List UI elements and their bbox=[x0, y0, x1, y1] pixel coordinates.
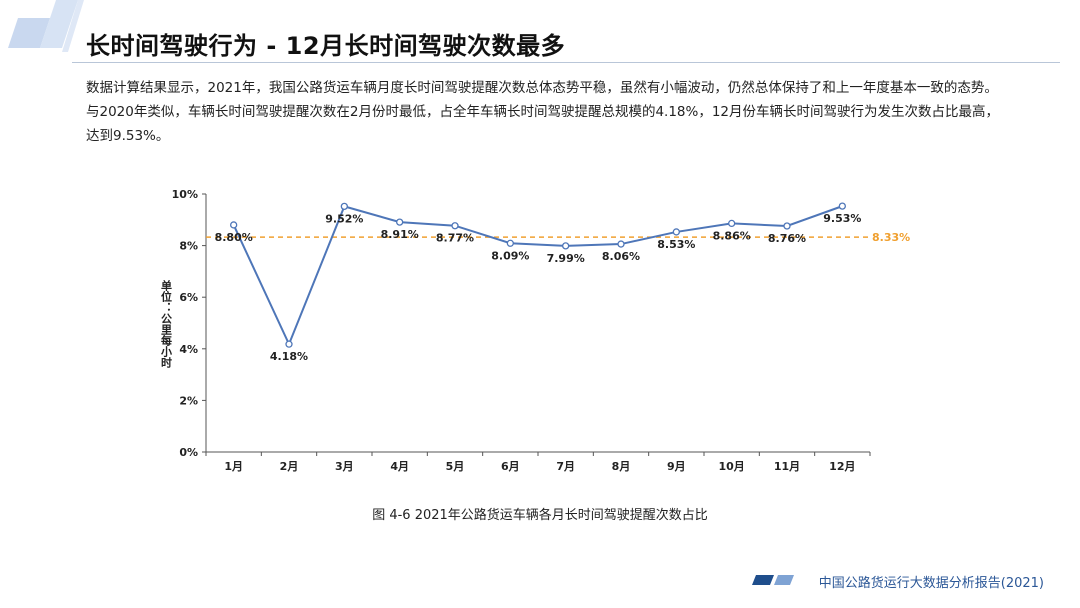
data-point bbox=[451, 222, 459, 230]
y-tick-label: 8% bbox=[179, 240, 198, 253]
data-label: 7.99% bbox=[547, 252, 585, 265]
data-point bbox=[230, 221, 238, 229]
page-title: 长时间驾驶行为 - 12月长时间驾驶次数最多 bbox=[86, 32, 566, 60]
x-tick-label: 3月 bbox=[335, 460, 354, 473]
data-point bbox=[783, 222, 791, 230]
reference-line-label: 8.33% bbox=[872, 231, 910, 244]
x-tick-label: 5月 bbox=[446, 460, 465, 473]
data-point bbox=[838, 202, 846, 210]
header-decoration bbox=[8, 0, 84, 52]
data-label: 9.52% bbox=[325, 212, 363, 225]
data-label-group: 8.80% 4.18% 9.52% 8.91% 8.77% 8.09% 7.99% 8.06%… bbox=[215, 212, 862, 363]
data-point bbox=[617, 240, 625, 248]
x-tick-label: 12月 bbox=[829, 460, 855, 473]
chart-axes: 0% 2% 4% 6% 8% 10% 1月 2月 3月 4月 5月 6月 7月 8月 9月 10月 11月 12月 bbox=[172, 188, 871, 473]
y-tick-label: 4% bbox=[179, 343, 198, 356]
line-chart: 0% 2% 4% 6% 8% 10% 1月 2月 3月 4月 5月 6月 7月 8月 9月 10月 11月 12月… bbox=[160, 188, 911, 473]
summary-paragraph: 数据计算结果显示，2021年，我国公路货运车辆月度长时间驾驶提醒次数总体态势平稳… bbox=[86, 80, 1000, 144]
x-tick-label: 10月 bbox=[719, 460, 745, 473]
y-tick-label: 6% bbox=[179, 291, 198, 304]
data-label: 8.09% bbox=[491, 249, 529, 262]
title-divider bbox=[72, 62, 1060, 63]
x-tick-label: 6月 bbox=[501, 460, 520, 473]
x-tick-label: 9月 bbox=[667, 460, 686, 473]
data-point bbox=[340, 202, 348, 211]
reference-line-group: 8.33% bbox=[206, 231, 910, 244]
data-label: 8.76% bbox=[768, 232, 806, 245]
data-point bbox=[506, 239, 514, 247]
x-tick-label: 8月 bbox=[612, 460, 631, 473]
x-tick-label: 7月 bbox=[556, 460, 575, 473]
data-point bbox=[672, 228, 680, 236]
data-label: 4.18% bbox=[270, 350, 308, 363]
data-label: 8.06% bbox=[602, 250, 640, 263]
data-point bbox=[285, 340, 293, 348]
data-label: 8.91% bbox=[381, 228, 419, 241]
series-line bbox=[232, 205, 843, 347]
footer-mark-icon bbox=[752, 575, 794, 585]
y-axis-label: 单位：公里每小时 bbox=[160, 279, 174, 369]
chart-caption: 图 4-6 2021年公路货运车辆各月长时间驾驶提醒次数占比 bbox=[372, 508, 708, 523]
data-label: 9.53% bbox=[823, 212, 861, 225]
footer-source: 中国公路货运行大数据分析报告(2021) bbox=[818, 576, 1044, 591]
data-label: 8.53% bbox=[657, 238, 695, 251]
x-tick-label: 11月 bbox=[774, 460, 800, 473]
y-tick-label: 0% bbox=[179, 446, 198, 459]
x-tick-label: 2月 bbox=[280, 460, 299, 473]
x-tick-label: 4月 bbox=[390, 460, 409, 473]
data-point bbox=[396, 218, 404, 226]
series-line-group bbox=[230, 202, 846, 348]
data-point bbox=[562, 242, 570, 250]
y-tick-label: 2% bbox=[179, 394, 198, 407]
data-label: 8.80% bbox=[215, 231, 253, 244]
y-tick-label: 10% bbox=[172, 188, 198, 201]
data-label: 8.86% bbox=[713, 229, 751, 242]
x-tick-label: 1月 bbox=[224, 460, 243, 473]
data-label: 8.77% bbox=[436, 232, 474, 245]
data-point bbox=[728, 219, 736, 228]
